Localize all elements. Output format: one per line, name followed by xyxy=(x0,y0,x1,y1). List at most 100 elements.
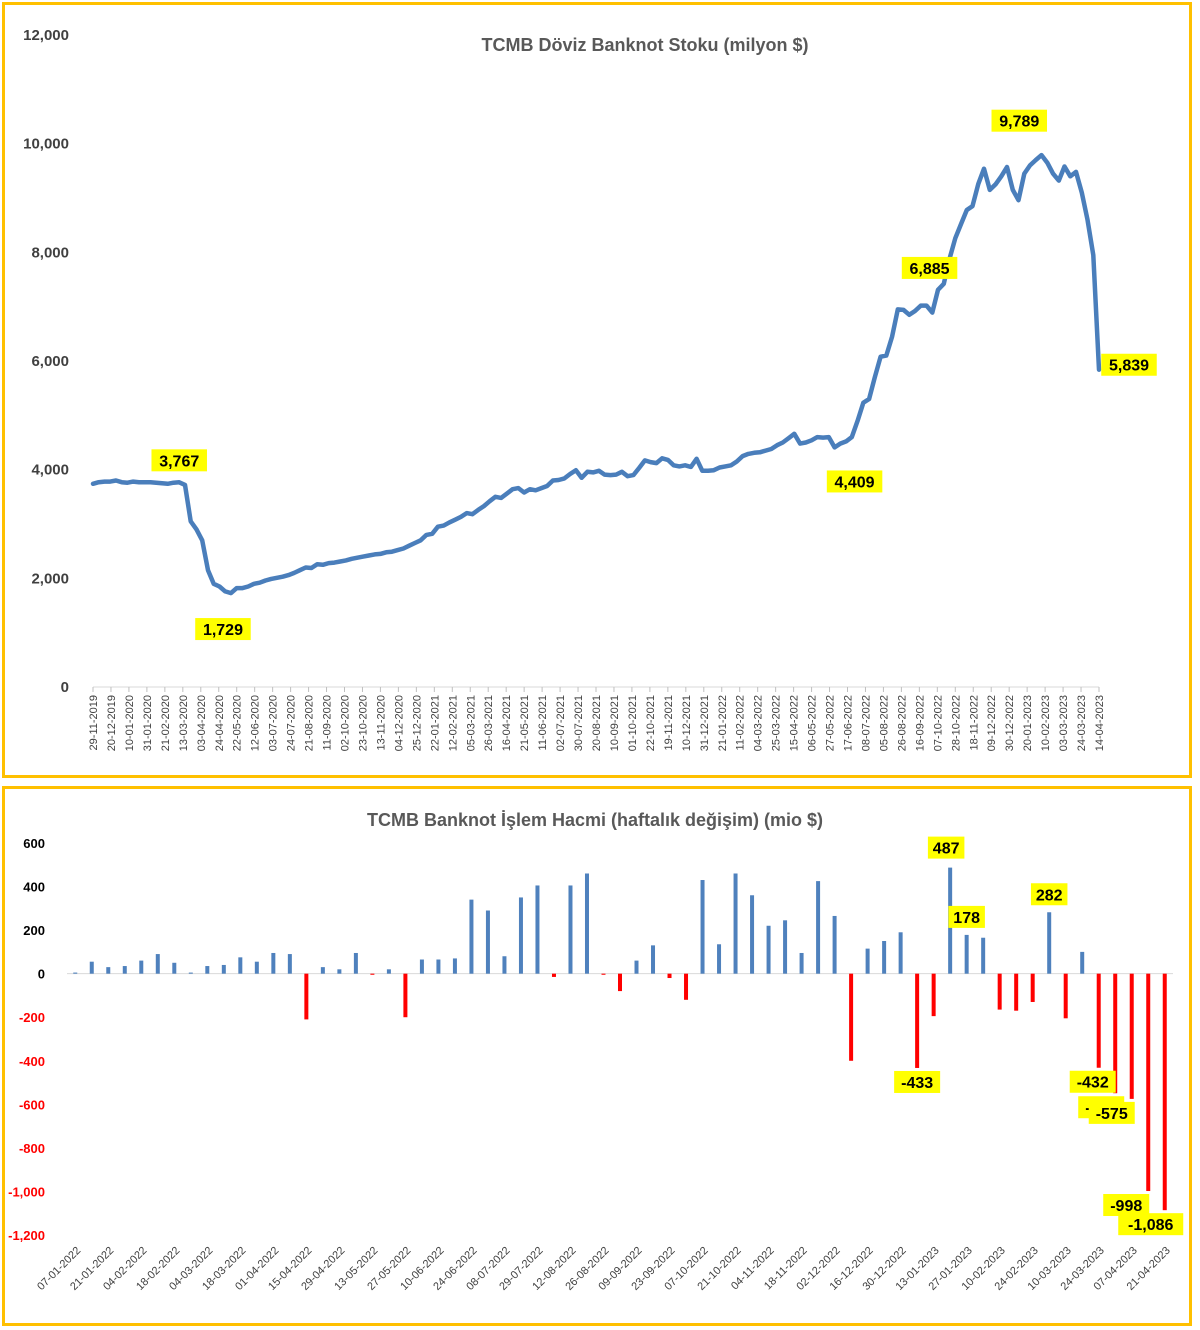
stock-series-line xyxy=(90,152,1102,596)
data-label: -575 xyxy=(1088,1101,1135,1124)
data-label: 5,839 xyxy=(1101,353,1157,376)
x-tick-label: 07-10-2022 xyxy=(932,695,944,751)
bar xyxy=(651,945,656,974)
data-label-bg xyxy=(901,256,958,279)
y-tick-label: -1,200 xyxy=(8,1228,45,1243)
bar xyxy=(733,873,738,974)
bar xyxy=(1014,973,1019,1011)
x-tick-label: 29-11-2019 xyxy=(88,695,100,750)
y-tick-label: 10,000 xyxy=(23,136,69,153)
y-tick-label: 6,000 xyxy=(31,353,69,370)
data-label-bg xyxy=(1101,353,1157,376)
y-tick-label: 0 xyxy=(38,967,45,982)
data-label: -998 xyxy=(1103,1194,1150,1217)
x-tick-label: 27-05-2022 xyxy=(825,695,837,751)
bar xyxy=(568,885,573,974)
y-tick-label: 200 xyxy=(23,923,45,938)
bar xyxy=(1030,973,1035,1002)
bar xyxy=(304,973,309,1020)
volume-bar-chart: TCMB Banknot İşlem Hacmi (haftalık değiş… xyxy=(8,810,1184,1293)
data-label-text: -433 xyxy=(901,1075,933,1092)
bar xyxy=(518,897,523,974)
bar xyxy=(205,966,210,974)
y-tick-label: 400 xyxy=(23,880,45,895)
y-tick-label: -800 xyxy=(19,1141,45,1156)
data-label: 178 xyxy=(948,905,985,928)
bar xyxy=(634,960,639,974)
y-tick-label: 4,000 xyxy=(31,462,69,479)
stock-line-chart: TCMB Döviz Banknot Stoku (milyon $) 0 2,0… xyxy=(23,27,1157,751)
data-label: 282 xyxy=(1030,883,1068,906)
x-tick-label: 30-07-2021 xyxy=(573,695,585,751)
bar xyxy=(898,932,903,974)
y-tick-label: -400 xyxy=(19,1054,45,1069)
x-tick-label: 24-03-2023 xyxy=(1076,695,1088,751)
x-tick-label: 11-06-2021 xyxy=(537,695,549,750)
y-tick-label: 12,000 xyxy=(23,27,69,44)
bar xyxy=(320,967,325,974)
bar xyxy=(931,973,936,1017)
bar xyxy=(469,899,474,974)
bar xyxy=(1162,973,1167,1211)
bar xyxy=(73,972,78,974)
bar xyxy=(981,937,986,974)
x-tick-label: 17-06-2022 xyxy=(843,695,855,751)
bar xyxy=(849,973,854,1061)
x-tick-label: 25-03-2022 xyxy=(771,695,783,751)
bar xyxy=(238,957,243,974)
data-label: 9,789 xyxy=(991,109,1048,132)
x-tick-label: 12-06-2020 xyxy=(250,695,262,751)
data-label-text: 282 xyxy=(1036,887,1063,904)
x-tick-label: 20-12-2019 xyxy=(106,695,118,751)
data-label-bg xyxy=(991,109,1048,132)
bar xyxy=(1063,973,1068,1019)
x-tick-label: 23-10-2020 xyxy=(357,695,369,751)
bar xyxy=(915,973,920,1068)
bar xyxy=(221,964,226,974)
x-tick-label: 12-02-2021 xyxy=(447,695,459,751)
x-tick-label: 22-01-2021 xyxy=(429,695,441,751)
x-tick-label: 02-07-2021 xyxy=(555,695,567,751)
bar xyxy=(1047,912,1052,974)
data-label-bg xyxy=(151,449,207,472)
data-label-bg xyxy=(948,905,985,928)
bar xyxy=(1080,951,1085,974)
x-tick-label: 21-01-2022 xyxy=(717,695,729,751)
bar xyxy=(106,967,111,974)
x-tick-label: 04-12-2020 xyxy=(393,695,405,751)
bar xyxy=(254,961,259,974)
data-label-text: 9,789 xyxy=(999,114,1039,131)
x-tick-label: 22-10-2021 xyxy=(645,695,657,751)
bar xyxy=(337,969,342,974)
data-label: 487 xyxy=(927,836,965,859)
bar xyxy=(1146,973,1151,1192)
bar xyxy=(370,973,375,975)
bar xyxy=(353,952,358,974)
bar xyxy=(750,895,755,974)
bar xyxy=(717,944,722,974)
bar xyxy=(1096,973,1101,1068)
bar xyxy=(700,880,705,974)
data-label-text: 1,729 xyxy=(203,622,243,639)
x-tick-label: 10-09-2021 xyxy=(609,695,621,751)
bar xyxy=(386,969,391,974)
bar xyxy=(271,952,276,974)
data-label: 4,409 xyxy=(826,470,883,493)
bar xyxy=(122,966,127,974)
volume-chart-panel: TCMB Banknot İşlem Hacmi (haftalık değiş… xyxy=(2,786,1192,1326)
data-label-text: -432 xyxy=(1077,1075,1109,1092)
x-tick-label: 05-08-2022 xyxy=(878,695,890,751)
x-tick-label: 30-12-2022 xyxy=(1004,695,1016,751)
data-label-bg xyxy=(1103,1194,1150,1217)
data-label-text: 178 xyxy=(953,910,980,927)
x-tick-label: 21-02-2020 xyxy=(160,695,172,751)
bar xyxy=(799,952,804,974)
bar xyxy=(139,960,144,974)
x-tick-label: 20-01-2023 xyxy=(1022,695,1034,751)
x-tick-label: 11-02-2022 xyxy=(735,695,747,750)
x-tick-label: 24-07-2020 xyxy=(286,695,298,751)
x-tick-label: 08-07-2022 xyxy=(860,695,872,751)
bar xyxy=(403,973,408,1018)
y-tick-label: 600 xyxy=(23,836,45,851)
data-label: -433 xyxy=(894,1070,941,1093)
